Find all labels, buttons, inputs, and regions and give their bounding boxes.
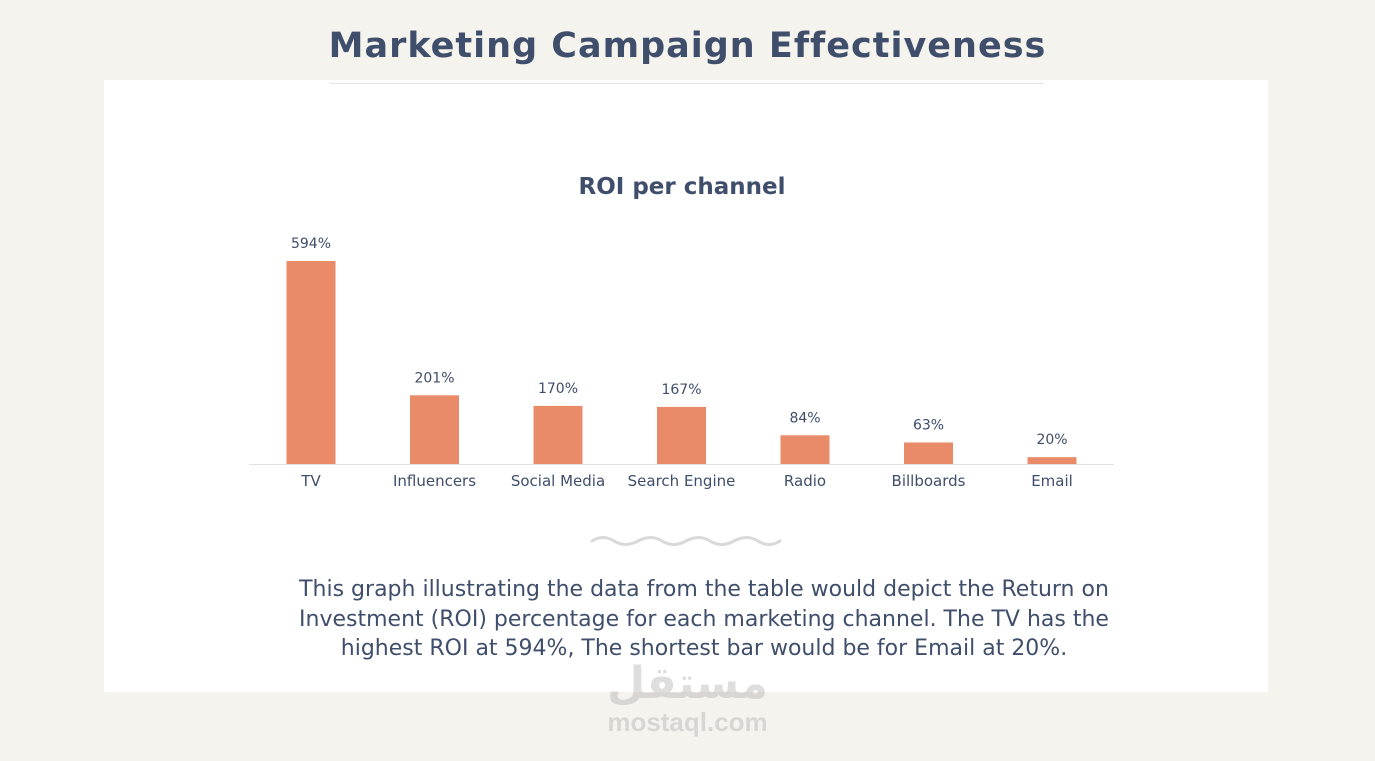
- chart-title: ROI per channel: [579, 174, 786, 200]
- mostaql-watermark: مستقل mostaql.com: [560, 660, 815, 755]
- title-divider: [330, 83, 1044, 84]
- watermark-logo: مستقل: [607, 658, 768, 709]
- bar-tv: [286, 261, 336, 464]
- data-label: 170%: [538, 381, 578, 397]
- category-tick-label: Influencers: [393, 472, 476, 490]
- bar-search-engine: [657, 406, 706, 464]
- bar-social-media: [533, 405, 583, 464]
- data-label: 594%: [291, 236, 331, 252]
- data-label: 84%: [789, 410, 820, 426]
- chart-card: ROI per channel 594% TV 201% Influencers 170…: [104, 80, 1268, 692]
- category-tick-label: Search Engine: [628, 472, 736, 490]
- data-label: 20%: [1036, 432, 1067, 448]
- bar-billboards: [904, 442, 953, 464]
- bars-layer: 594% TV 201% Influencers 170% Social Media 167…: [286, 236, 1077, 490]
- bar-radio: [780, 435, 830, 464]
- data-label: 167%: [661, 382, 701, 398]
- category-tick-label: Email: [1031, 472, 1073, 490]
- category-tick-label: Billboards: [892, 472, 966, 490]
- watermark-site: mostaql.com: [607, 707, 768, 737]
- category-tick-label: TV: [300, 472, 321, 490]
- bar-influencers: [410, 395, 459, 464]
- roi-bar-chart: ROI per channel 594% TV 201% Influencers 170…: [249, 174, 1114, 490]
- chart-caption: This graph illustrating the data from th…: [299, 577, 1109, 661]
- category-tick-label: Social Media: [511, 472, 605, 490]
- bar-email: [1027, 457, 1077, 464]
- data-label: 63%: [913, 417, 944, 433]
- category-tick-label: Radio: [784, 472, 826, 490]
- wave-divider-icon: [590, 536, 782, 546]
- page-title: Marketing Campaign Effectiveness: [328, 26, 1047, 66]
- data-label: 201%: [414, 370, 454, 386]
